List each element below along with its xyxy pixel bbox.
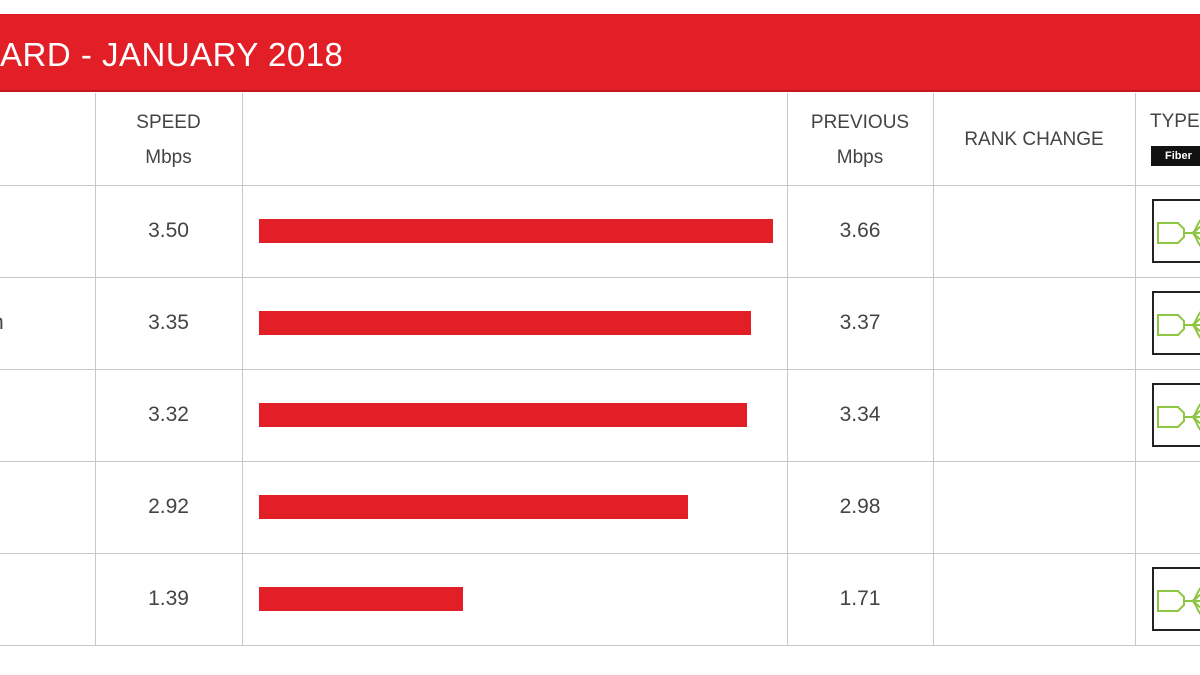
rank-change-value [933, 277, 1135, 369]
fiber-optic-icon [1152, 291, 1200, 355]
speed-value: 3.32 [148, 403, 189, 426]
previous-header-line1: PREVIOUS [810, 111, 910, 133]
rank-change-header-label: RANK CHANGE [964, 129, 1104, 150]
speed-bar [259, 403, 747, 427]
speed-value: 2.92 [148, 495, 189, 518]
speed-header: SPEED Mbps [95, 93, 242, 186]
speed-value: 1.39 [148, 587, 189, 610]
speed-table: SPEED Mbps PREVIOUS Mbps RANK CHANGE TYP… [0, 93, 1200, 646]
speed-value: 3.35 [148, 311, 189, 334]
previous-value: 3.66 [839, 219, 881, 242]
fiber-optic-icon [1152, 383, 1200, 447]
speed-bar [259, 587, 463, 611]
fiber-optic-icon [1152, 199, 1200, 263]
row-divider [0, 461, 1200, 462]
row-divider [0, 277, 1200, 278]
fiber-optic-icon-graphic [1157, 219, 1200, 247]
speed-bar [259, 219, 773, 243]
previous-header-line2: Mbps [836, 146, 884, 168]
rank-change-value [933, 185, 1135, 277]
fiber-optic-icon [1152, 567, 1200, 631]
rank-change-value [933, 553, 1135, 645]
row-divider [0, 369, 1200, 370]
rank-change-header: RANK CHANGE [933, 93, 1135, 186]
previous-value: 3.37 [839, 311, 881, 334]
top-margin [0, 0, 1200, 14]
speed-value: 3.50 [148, 219, 189, 242]
fiber-optic-icon-graphic [1157, 587, 1200, 615]
rank-change-value [933, 369, 1135, 461]
previous-value: 2.98 [839, 495, 881, 518]
previous-value: 1.71 [839, 587, 881, 610]
fiber-legend-tag: Fiber [1151, 146, 1200, 166]
previous-header: PREVIOUS Mbps [787, 93, 933, 186]
row-name [0, 553, 95, 645]
speed-header-line1: SPEED [136, 111, 201, 133]
row-divider [0, 553, 1200, 554]
type-header: TYPE [1150, 93, 1200, 196]
speed-header-line2: Mbps [145, 146, 192, 168]
type-header-label: TYPE [1150, 111, 1200, 132]
row-name: n [0, 277, 95, 369]
row-name [0, 369, 95, 461]
speed-bar [259, 495, 688, 519]
row-divider [0, 185, 1200, 186]
fiber-optic-icon-graphic [1157, 403, 1200, 431]
row-name [0, 461, 95, 553]
speed-bar [259, 311, 751, 335]
chart-title: ARD - JANUARY 2018 [0, 36, 344, 73]
previous-value: 3.34 [839, 403, 881, 426]
fiber-optic-icon-graphic [1157, 311, 1200, 339]
rank-change-value [933, 461, 1135, 553]
title-bar: ARD - JANUARY 2018 [0, 14, 1200, 92]
row-name [0, 185, 95, 277]
